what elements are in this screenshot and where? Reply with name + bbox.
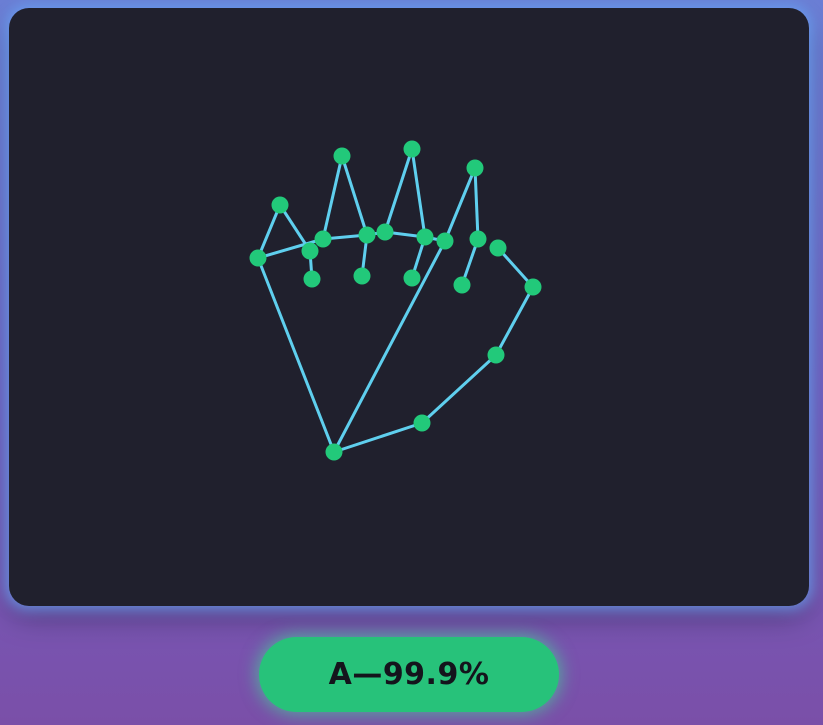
hand-landmark-point <box>403 269 421 287</box>
hand-connection-line <box>494 285 535 357</box>
hand-connection-line <box>332 239 447 454</box>
hand-connection-line <box>332 421 424 454</box>
hand-connection-line <box>256 256 336 454</box>
hand-landmark-point <box>436 232 454 250</box>
hand-tracking-canvas <box>9 8 809 606</box>
hand-landmark-point <box>524 278 542 296</box>
hand-landmark-point <box>487 346 505 364</box>
hand-landmark-point <box>489 239 507 257</box>
hand-connection-line <box>496 246 535 289</box>
hand-landmark-point <box>469 230 487 248</box>
hand-landmark-point <box>314 230 332 248</box>
hand-landmark-point <box>413 414 431 432</box>
hand-landmark-point <box>466 159 484 177</box>
hand-landmark-point <box>249 249 267 267</box>
hand-connection-line <box>420 353 498 425</box>
hand-connection-line <box>256 203 282 260</box>
hand-landmark-point <box>271 196 289 214</box>
hand-landmarks <box>249 140 542 461</box>
hand-connection-line <box>473 166 480 241</box>
hand-landmark-point <box>453 276 471 294</box>
hand-connection-line <box>383 147 414 234</box>
hand-connection-line <box>410 147 427 239</box>
hand-connection-line <box>443 166 477 243</box>
hand-landmark-point <box>333 147 351 165</box>
prediction-confidence: 99.9% <box>382 657 490 692</box>
hand-skeleton <box>249 140 542 461</box>
hand-landmark-point <box>303 270 321 288</box>
hand-landmark-point <box>325 443 343 461</box>
prediction-separator: — <box>352 657 383 692</box>
hand-connection-line <box>256 237 325 260</box>
predicted-letter: A <box>328 657 353 692</box>
hand-landmark-point <box>416 228 434 246</box>
hand-landmark-point <box>376 223 394 241</box>
hand-landmark-point <box>301 242 319 260</box>
hand-connections <box>256 147 535 454</box>
hand-landmark-point <box>358 226 376 244</box>
hand-landmark-point <box>403 140 421 158</box>
hand-connection-line <box>340 154 369 237</box>
hand-landmark-point <box>353 267 371 285</box>
prediction-badge: A — 99.9% <box>259 637 559 712</box>
hand-connection-line <box>321 154 344 241</box>
